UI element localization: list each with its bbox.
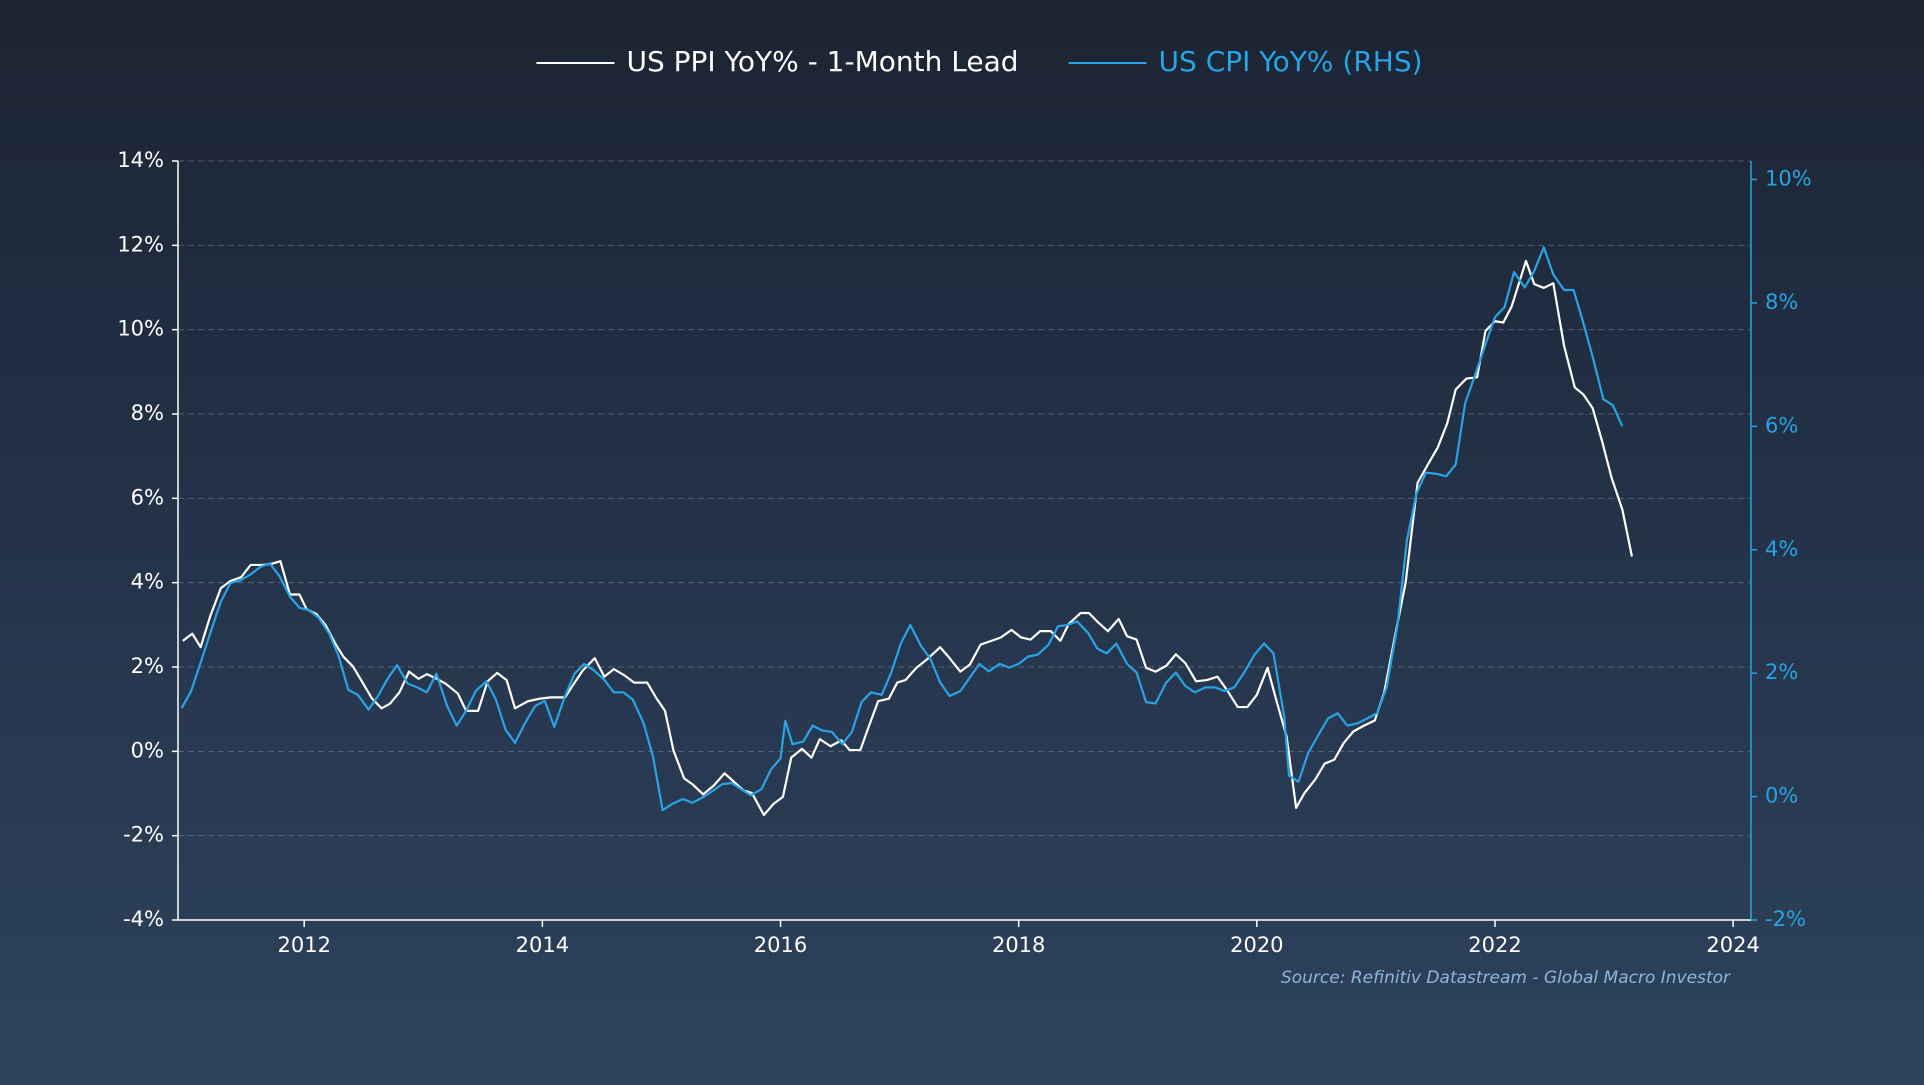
legend-item: US CPI YoY% (RHS): [1068, 45, 1423, 78]
y-tick-label: 0%: [131, 738, 164, 762]
y2-tick-label: 0%: [1765, 784, 1798, 808]
series-line: [180, 246, 1624, 812]
source-note: Source: Refinitiv Datastream - Global Ma…: [1281, 968, 1731, 988]
y-tick-label: -2%: [123, 823, 164, 847]
x-tick-label: 2022: [1468, 933, 1521, 957]
x-tick-label: 2016: [754, 933, 807, 957]
y-tick-label: 14%: [117, 148, 164, 172]
x-tick-label: 2020: [1230, 933, 1283, 957]
y-tick-label: 8%: [131, 401, 164, 425]
x-tick-label: 2014: [516, 933, 569, 957]
y-tick-label: 10%: [117, 317, 164, 341]
y-tick-label: 4%: [131, 570, 164, 594]
legend-label: US CPI YoY% (RHS): [1159, 45, 1423, 78]
y2-tick-label: 4%: [1765, 537, 1798, 561]
y2-tick-label: 8%: [1765, 290, 1798, 314]
y2-tick-label: -2%: [1765, 907, 1806, 931]
legend-label: US PPI YoY% - 1-Month Lead: [626, 45, 1018, 78]
legend: US PPI YoY% - 1-Month Lead US CPI YoY% (R…: [536, 45, 1423, 78]
y-tick-label: 2%: [131, 654, 164, 678]
y2-tick-label: 6%: [1765, 413, 1798, 437]
y-tick-label: 12%: [117, 232, 164, 256]
x-tick-label: 2018: [992, 933, 1045, 957]
y2-tick-label: 10%: [1765, 167, 1812, 191]
x-tick-label: 2012: [277, 933, 330, 957]
y-tick-label: -4%: [123, 907, 164, 931]
series-line: [182, 259, 1633, 817]
y2-tick-label: 2%: [1765, 660, 1798, 684]
legend-item: US PPI YoY% - 1-Month Lead: [536, 45, 1019, 78]
x-tick-label: 2024: [1706, 933, 1759, 957]
y-tick-label: 6%: [131, 485, 164, 509]
